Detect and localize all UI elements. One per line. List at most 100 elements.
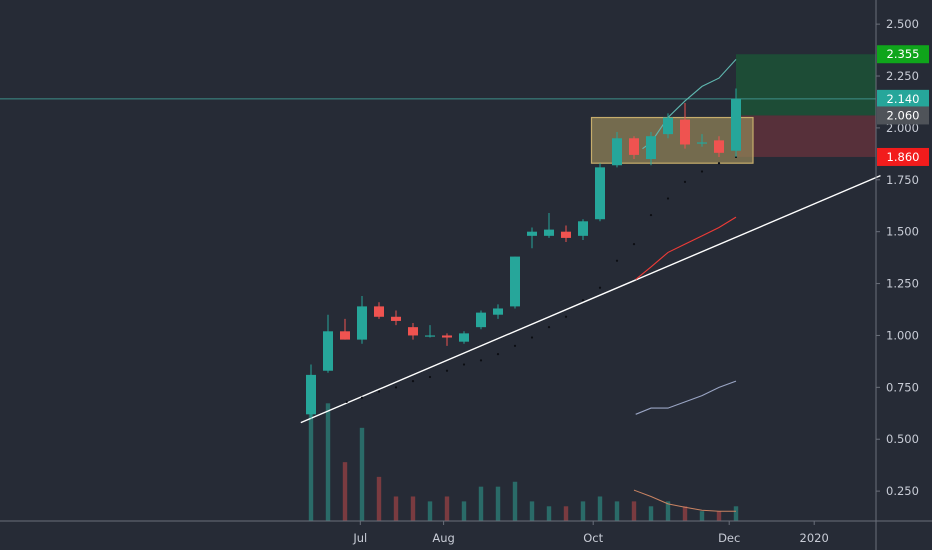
candle[interactable]	[561, 225, 571, 243]
candle[interactable]	[663, 113, 673, 139]
candle[interactable]	[425, 325, 435, 338]
trendline[interactable]	[300, 174, 881, 424]
candle-body	[357, 306, 367, 340]
indicator-dot	[513, 344, 517, 347]
candle-body	[714, 140, 724, 153]
x-tick-label: Jul	[352, 531, 367, 545]
volume-bar	[529, 501, 535, 521]
candle[interactable]	[731, 88, 741, 157]
candle[interactable]	[306, 364, 316, 419]
profit-zone[interactable]	[736, 54, 876, 116]
candle[interactable]	[714, 136, 724, 157]
y-tick-label: 2.500	[886, 17, 919, 31]
candle-body	[595, 167, 605, 220]
candle-body	[561, 231, 571, 238]
candle[interactable]	[493, 304, 503, 319]
candle[interactable]	[578, 219, 588, 240]
candle[interactable]	[527, 227, 537, 249]
volume-ma-line	[633, 489, 736, 512]
candle-body	[697, 142, 707, 144]
moving-average-red	[635, 216, 737, 280]
volume-bar	[716, 511, 722, 521]
candle-body	[544, 229, 554, 236]
candle-body	[493, 308, 503, 315]
candle-body	[323, 331, 333, 371]
x-tick-label: Dec	[718, 531, 740, 545]
y-tick-label: 1.750	[886, 173, 919, 187]
price-badge-bg	[877, 89, 929, 108]
candle-body	[646, 136, 656, 160]
candle[interactable]	[442, 333, 452, 346]
candle-body	[578, 221, 588, 236]
volume-bar	[597, 496, 603, 521]
candle[interactable]	[680, 103, 690, 149]
moving-average-white	[635, 380, 737, 415]
indicator-dot	[428, 375, 432, 379]
candle-body	[680, 119, 690, 145]
candle-body	[510, 256, 520, 307]
candle[interactable]	[697, 134, 707, 147]
indicator-dot	[462, 363, 466, 366]
candle[interactable]	[340, 318, 350, 340]
candle-body	[442, 335, 452, 338]
indicator-dot	[345, 400, 348, 403]
candle[interactable]	[510, 256, 520, 309]
price-badge-label: 2.140	[887, 92, 920, 106]
candle[interactable]	[646, 132, 656, 166]
volume-bar	[563, 506, 569, 521]
price-badge-label: 2.060	[887, 108, 920, 122]
price-badge-label: 1.860	[887, 150, 920, 164]
candle-body	[340, 331, 350, 340]
volume-bar	[376, 476, 382, 521]
candle[interactable]	[357, 296, 367, 344]
volume-bar	[342, 462, 348, 521]
indicator-dot	[717, 162, 721, 165]
indicator-dot	[666, 197, 670, 200]
candle[interactable]	[612, 132, 622, 168]
indicator-dot	[581, 299, 585, 302]
candle-body	[425, 335, 435, 337]
candle[interactable]	[391, 310, 401, 326]
candle[interactable]	[544, 213, 554, 238]
y-tick-label: 1.000	[886, 328, 919, 342]
x-tick-label: Aug	[432, 531, 454, 545]
candle[interactable]	[323, 314, 333, 373]
volume-bar	[308, 393, 314, 521]
indicator-dot	[394, 386, 398, 389]
volume-bar	[580, 501, 586, 521]
candle[interactable]	[629, 136, 639, 160]
candle[interactable]	[476, 310, 486, 330]
candle[interactable]	[374, 302, 384, 319]
candle[interactable]	[459, 331, 469, 344]
volume-bar	[393, 496, 399, 521]
price-badge: 1.860	[877, 147, 929, 166]
candle-body	[629, 138, 639, 155]
candle[interactable]	[595, 163, 605, 222]
candle-body	[459, 333, 469, 342]
volume-bar	[461, 501, 467, 521]
price-badge: 2.355	[877, 45, 929, 64]
candle-body	[731, 98, 741, 151]
candle-body	[663, 117, 673, 135]
indicator-dot	[632, 243, 636, 246]
candle-body	[612, 138, 622, 166]
y-tick-label: 0.750	[886, 380, 919, 394]
candle-body	[391, 316, 401, 321]
candle-body	[374, 306, 384, 317]
price-badge-bg	[877, 106, 929, 125]
candle-body	[306, 374, 316, 415]
volume-bar	[665, 501, 671, 521]
volume-bar	[512, 481, 518, 521]
candle[interactable]	[408, 323, 418, 340]
volume-bar	[410, 496, 416, 521]
y-tick-label: 1.250	[886, 277, 919, 291]
volume-bar	[495, 486, 501, 521]
indicator-dot	[445, 369, 449, 372]
indicator-dot	[700, 170, 704, 173]
loss-zone[interactable]	[736, 115, 876, 157]
indicator-dot	[683, 180, 687, 183]
volume-bar	[359, 427, 365, 521]
indicator-dot	[411, 380, 415, 383]
